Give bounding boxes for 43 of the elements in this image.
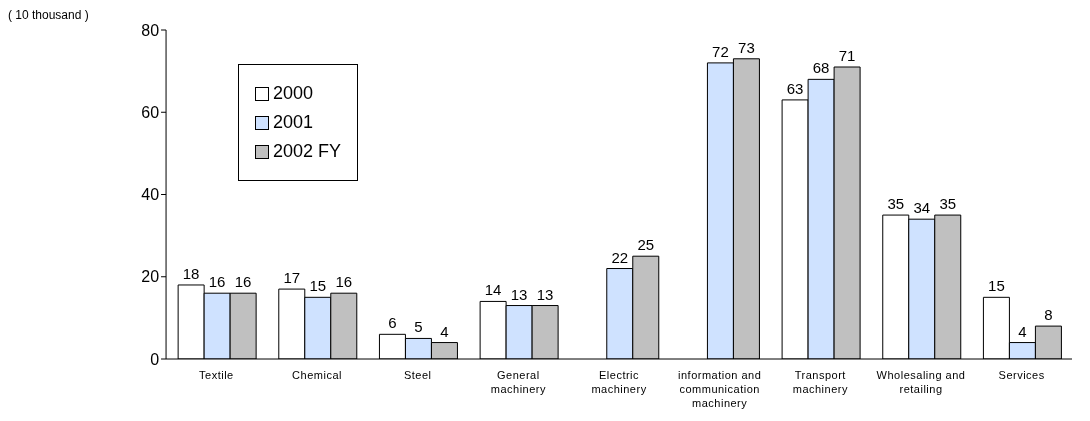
x-tick-label: General machinery bbox=[490, 369, 546, 395]
data-label: 4 bbox=[1018, 322, 1027, 340]
data-label: 25 bbox=[637, 236, 655, 254]
data-label: 68 bbox=[812, 59, 830, 77]
data-label: 13 bbox=[510, 285, 528, 303]
data-label: 13 bbox=[536, 285, 554, 303]
data-label: 35 bbox=[939, 195, 957, 213]
data-label: 8 bbox=[1044, 306, 1053, 324]
data-label: 17 bbox=[283, 269, 301, 287]
x-tick-label: Chemical bbox=[292, 369, 342, 381]
data-label: 16 bbox=[335, 273, 353, 291]
data-label: 71 bbox=[838, 47, 856, 65]
data-label: 4 bbox=[440, 322, 449, 340]
legend-label: 2001 bbox=[273, 112, 314, 133]
y-tick-label: 0 bbox=[150, 350, 160, 368]
x-tick-label: Services bbox=[998, 369, 1045, 381]
x-tick-label: Transport machinery bbox=[792, 369, 848, 395]
data-label: 72 bbox=[712, 42, 729, 60]
x-tick-label: Textile bbox=[199, 369, 234, 381]
legend-label: 2000 bbox=[273, 83, 314, 104]
y-tick-label: 80 bbox=[141, 21, 160, 39]
data-label: 14 bbox=[484, 281, 502, 299]
data-label: 22 bbox=[611, 248, 629, 266]
x-tick-label: Electric machinery bbox=[591, 369, 647, 395]
data-label: 73 bbox=[738, 38, 755, 56]
data-label: 63 bbox=[786, 79, 804, 97]
data-label: 5 bbox=[414, 318, 423, 336]
data-label: 15 bbox=[988, 277, 1005, 295]
data-label: 16 bbox=[208, 273, 226, 291]
x-tick-label: information and communication machinery bbox=[678, 369, 762, 409]
data-label: 34 bbox=[913, 199, 931, 217]
y-tick-label: 40 bbox=[141, 186, 160, 204]
y-axis-title: ( 10 thousand ) bbox=[8, 8, 89, 22]
y-tick-label: 20 bbox=[141, 268, 160, 286]
data-label: 6 bbox=[388, 314, 397, 332]
data-label: 35 bbox=[887, 195, 905, 213]
x-tick-label: Wholesaling and retailing bbox=[876, 369, 966, 395]
x-tick-label: Steel bbox=[403, 369, 432, 381]
legend-label: 2002 FY bbox=[273, 141, 342, 162]
data-label: 15 bbox=[309, 277, 327, 295]
data-label: 16 bbox=[234, 273, 252, 291]
data-label: 18 bbox=[182, 264, 200, 282]
y-tick-label: 60 bbox=[141, 103, 160, 121]
